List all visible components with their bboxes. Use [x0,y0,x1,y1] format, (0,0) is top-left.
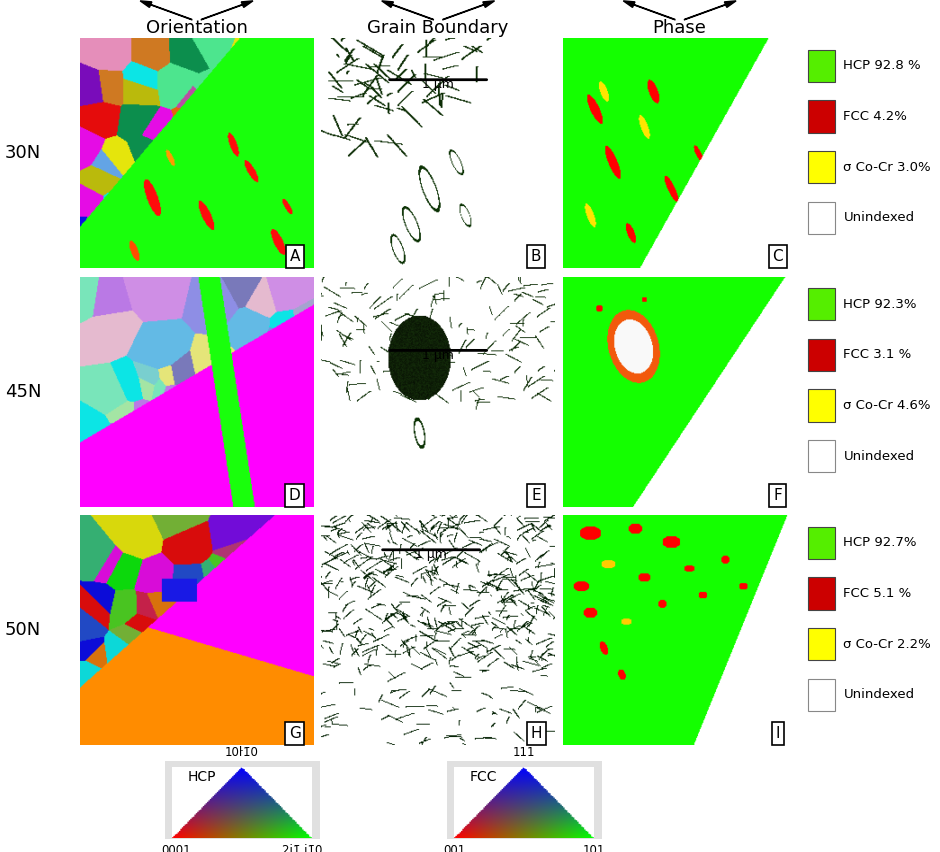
Text: 101: 101 [582,844,604,852]
Bar [808,151,835,183]
Text: F: F [774,487,782,503]
Text: 30N: 30N [5,144,41,162]
Bar [808,440,835,472]
Text: HCP 92.7%: HCP 92.7% [843,537,916,550]
Text: 111: 111 [513,746,535,759]
Text: σ Co-Cr 3.0%: σ Co-Cr 3.0% [843,160,931,174]
Text: 1 μm: 1 μm [415,549,447,561]
Bar [808,527,835,559]
Bar [808,578,835,609]
Text: FCC 3.1 %: FCC 3.1 % [843,348,912,361]
Text: Orientation: Orientation [146,19,247,37]
Text: C: C [773,249,783,264]
Text: 50N: 50N [5,621,41,639]
Text: B: B [531,249,541,264]
Text: 001: 001 [444,844,465,852]
Text: 2į1̄ į1̄0: 2į1̄ į1̄0 [282,844,322,852]
Text: I: I [776,726,780,741]
Text: Unindexed: Unindexed [843,688,915,701]
Bar [808,389,835,422]
Text: σ Co-Cr 4.6%: σ Co-Cr 4.6% [843,399,931,412]
Bar [808,49,835,82]
Text: 1 μm: 1 μm [422,78,454,91]
Text: HCP 92.3%: HCP 92.3% [843,298,916,311]
Text: D: D [289,487,301,503]
Text: H: H [530,726,541,741]
Text: E: E [531,487,540,503]
Text: G: G [289,726,301,741]
Text: FCC: FCC [470,770,497,784]
Text: HCP: HCP [188,770,216,784]
Bar [808,628,835,660]
Bar [808,202,835,233]
Bar [808,288,835,320]
Text: σ Co-Cr 2.2%: σ Co-Cr 2.2% [843,637,932,651]
Text: FCC 4.2%: FCC 4.2% [843,110,907,123]
Bar [808,678,835,711]
Bar [808,339,835,371]
Text: 45N: 45N [5,383,41,400]
Text: Grain Boundary: Grain Boundary [368,19,509,37]
Text: Unindexed: Unindexed [843,450,915,463]
Text: Unindexed: Unindexed [843,211,915,224]
Text: Phase: Phase [652,19,707,37]
Text: 0001: 0001 [162,844,191,852]
Text: A: A [290,249,300,264]
Text: HCP 92.8 %: HCP 92.8 % [843,60,921,72]
Text: 10ŀ1̄0: 10ŀ1̄0 [225,746,259,759]
Text: FCC 5.1 %: FCC 5.1 % [843,587,912,600]
Bar [808,101,835,133]
Text: 1 μm: 1 μm [422,348,454,362]
